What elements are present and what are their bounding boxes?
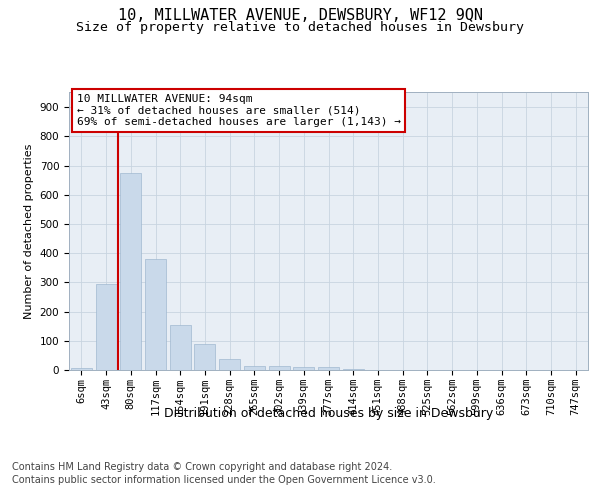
Text: Contains HM Land Registry data © Crown copyright and database right 2024.: Contains HM Land Registry data © Crown c… — [12, 462, 392, 472]
Text: Contains public sector information licensed under the Open Government Licence v3: Contains public sector information licen… — [12, 475, 436, 485]
Text: Distribution of detached houses by size in Dewsbury: Distribution of detached houses by size … — [164, 408, 493, 420]
Text: 10 MILLWATER AVENUE: 94sqm
← 31% of detached houses are smaller (514)
69% of sem: 10 MILLWATER AVENUE: 94sqm ← 31% of deta… — [77, 94, 401, 127]
Bar — [343, 368, 364, 370]
Bar — [194, 344, 215, 370]
Bar — [170, 324, 191, 370]
Bar — [219, 359, 240, 370]
Bar — [120, 173, 141, 370]
Text: 10, MILLWATER AVENUE, DEWSBURY, WF12 9QN: 10, MILLWATER AVENUE, DEWSBURY, WF12 9QN — [118, 8, 482, 22]
Bar — [244, 366, 265, 370]
Y-axis label: Number of detached properties: Number of detached properties — [24, 144, 34, 319]
Bar — [269, 366, 290, 370]
Bar — [293, 367, 314, 370]
Bar — [318, 367, 339, 370]
Bar — [71, 368, 92, 370]
Text: Size of property relative to detached houses in Dewsbury: Size of property relative to detached ho… — [76, 21, 524, 34]
Bar — [95, 284, 116, 370]
Bar — [145, 259, 166, 370]
